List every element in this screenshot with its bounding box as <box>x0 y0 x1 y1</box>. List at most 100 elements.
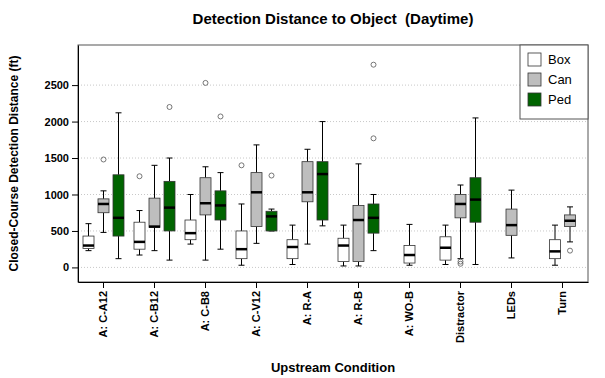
whisker-low <box>169 231 170 260</box>
y-tick: 2500 <box>45 79 78 91</box>
box-body <box>287 240 298 259</box>
box-body <box>302 162 313 202</box>
whisker-high <box>322 122 323 162</box>
box-body <box>164 181 175 231</box>
median <box>98 203 109 206</box>
x-tick: A: C-B8 <box>199 282 211 331</box>
median <box>550 250 561 253</box>
x-axis-title: Upstream Condition <box>271 360 395 375</box>
box <box>266 173 277 231</box>
median <box>164 206 175 209</box>
outlier <box>239 163 244 168</box>
y-tick-label: 1500 <box>45 152 69 164</box>
box <box>287 225 298 264</box>
grid-line <box>78 85 588 86</box>
whisker-high <box>169 158 170 181</box>
median <box>353 219 364 222</box>
x-tick-mark <box>409 282 410 288</box>
cap-high <box>239 203 245 204</box>
cap-high <box>356 163 362 164</box>
cap-high <box>116 112 122 113</box>
cap-low <box>341 265 347 266</box>
box-body <box>215 191 226 220</box>
y-tick-mark <box>72 194 78 195</box>
y-axis: 05001000150020002500 <box>45 46 79 283</box>
box-body <box>368 204 379 233</box>
whisker-high <box>190 194 191 220</box>
x-tick-label: A: R-B <box>352 291 364 325</box>
box <box>455 185 466 266</box>
cap-high <box>86 223 92 224</box>
box-body <box>550 240 561 259</box>
whisker-high <box>343 225 344 238</box>
cap-low <box>567 241 573 242</box>
boxes <box>83 62 576 266</box>
x-tick-mark <box>103 282 104 288</box>
box <box>251 145 262 243</box>
outlier <box>568 248 573 253</box>
cap-low <box>473 264 479 265</box>
y-tick: 1000 <box>45 189 78 201</box>
box-body <box>98 199 109 213</box>
whisker-low <box>445 260 446 264</box>
whisker-high <box>570 207 571 215</box>
y-tick-label: 2000 <box>45 116 69 128</box>
x-tick-label: A: C-B8 <box>199 291 211 331</box>
box <box>83 224 94 251</box>
legend-label: Can <box>548 72 572 87</box>
box <box>149 165 160 250</box>
whisker-low <box>555 259 556 266</box>
cap-low <box>152 250 158 251</box>
cap-high <box>567 206 573 207</box>
x-tick: A: R-A <box>301 282 313 325</box>
whisker-high <box>511 190 512 209</box>
box-body <box>455 194 466 217</box>
median <box>455 203 466 206</box>
box-body <box>353 205 364 261</box>
outlier <box>218 114 223 119</box>
legend-box <box>520 45 588 119</box>
box-body <box>440 237 451 260</box>
outlier <box>137 174 142 179</box>
whisker-high <box>220 173 221 191</box>
y-axis-title: Closed-Course Detection Distance (ft) <box>7 55 21 271</box>
whisker-low <box>343 262 344 266</box>
median <box>565 219 576 222</box>
y-tick-label: 0 <box>63 261 69 273</box>
box-body <box>404 246 415 264</box>
median <box>338 244 349 247</box>
whisker-low <box>256 227 257 244</box>
box <box>98 157 109 232</box>
whisker-low <box>220 220 221 249</box>
whisker-low <box>139 249 140 255</box>
whisker-high <box>373 194 374 203</box>
cap-low <box>254 243 260 244</box>
x-tick: A: C-B12 <box>148 282 160 337</box>
cap-high <box>290 225 296 226</box>
cap-low <box>371 250 377 251</box>
cap-low <box>305 244 311 245</box>
x-tick-label: Turn <box>556 291 568 315</box>
box <box>317 122 328 226</box>
x-tick-mark <box>562 282 563 288</box>
legend-label: Box <box>548 52 571 67</box>
box <box>215 114 226 249</box>
box <box>353 164 364 266</box>
x-tick-mark <box>154 282 155 288</box>
cap-high <box>458 185 464 186</box>
outlier <box>167 104 172 109</box>
box <box>470 118 481 265</box>
cap-low <box>443 264 449 265</box>
x-tick-mark <box>256 282 257 288</box>
whisker-high <box>445 225 446 237</box>
cap-low <box>167 260 173 261</box>
outlier <box>269 173 274 178</box>
whisker-low <box>511 235 512 258</box>
cap-high <box>254 144 260 145</box>
cap-low <box>203 260 209 261</box>
whisker-high <box>409 224 410 245</box>
whisker-high <box>205 167 206 178</box>
box-body <box>134 222 145 249</box>
legend: BoxCanPed <box>520 45 588 119</box>
box <box>565 207 576 253</box>
